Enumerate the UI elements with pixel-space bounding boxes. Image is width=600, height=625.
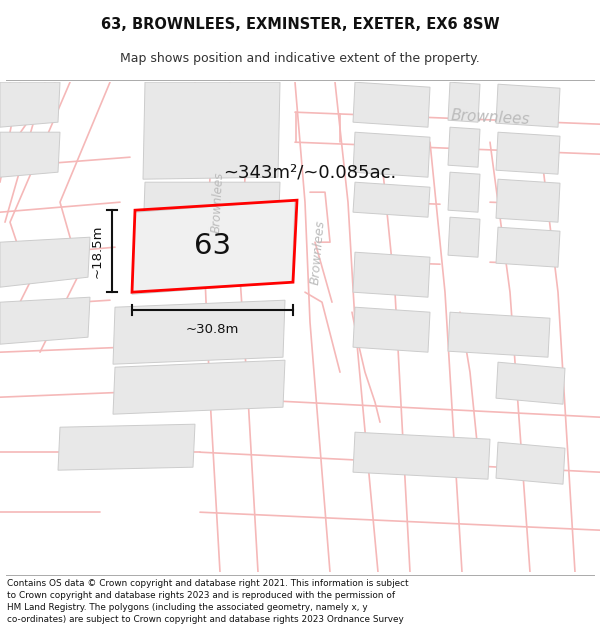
Polygon shape [496, 179, 560, 222]
Text: 63: 63 [194, 232, 232, 260]
Polygon shape [448, 127, 480, 167]
Text: Brownlees: Brownlees [210, 171, 226, 233]
Polygon shape [353, 252, 430, 297]
Text: Brownlees: Brownlees [308, 219, 328, 285]
Polygon shape [353, 82, 430, 127]
Polygon shape [113, 360, 285, 414]
Text: Contains OS data © Crown copyright and database right 2021. This information is : Contains OS data © Crown copyright and d… [7, 579, 409, 625]
Polygon shape [353, 182, 430, 217]
Polygon shape [132, 200, 295, 294]
Polygon shape [496, 362, 565, 404]
Polygon shape [448, 172, 480, 212]
Polygon shape [143, 182, 280, 239]
Polygon shape [58, 424, 195, 470]
Polygon shape [496, 132, 560, 174]
Text: ~18.5m: ~18.5m [91, 224, 104, 278]
Text: 63, BROWNLEES, EXMINSTER, EXETER, EX6 8SW: 63, BROWNLEES, EXMINSTER, EXETER, EX6 8S… [101, 17, 499, 32]
Polygon shape [143, 82, 280, 179]
Polygon shape [353, 132, 430, 177]
Polygon shape [496, 442, 565, 484]
Polygon shape [496, 84, 560, 127]
Text: Map shows position and indicative extent of the property.: Map shows position and indicative extent… [120, 52, 480, 65]
Polygon shape [353, 307, 430, 352]
Polygon shape [0, 297, 90, 344]
Text: ~343m²/~0.085ac.: ~343m²/~0.085ac. [223, 163, 397, 181]
Polygon shape [0, 82, 60, 127]
Polygon shape [0, 132, 60, 177]
Polygon shape [448, 312, 550, 357]
Polygon shape [448, 82, 480, 122]
Polygon shape [448, 217, 480, 257]
Polygon shape [496, 227, 560, 267]
Polygon shape [113, 300, 285, 364]
Polygon shape [0, 237, 90, 287]
Text: ~30.8m: ~30.8m [186, 323, 239, 336]
Text: Brownlees: Brownlees [450, 107, 530, 127]
Polygon shape [353, 432, 490, 479]
